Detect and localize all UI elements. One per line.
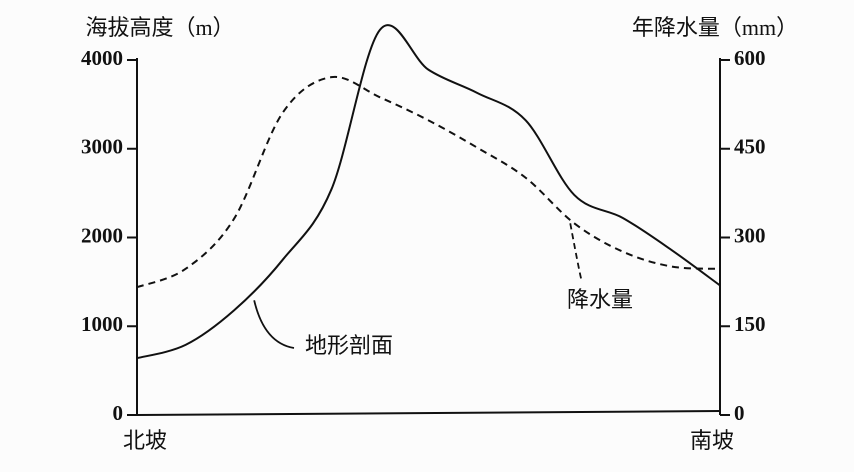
y-tick-label: 1000 [81, 312, 123, 336]
y-axis-title: 海拔高度（m） [85, 15, 234, 40]
y2-tick-label: 150 [734, 312, 766, 336]
series-label: 地形剖面 [305, 333, 393, 358]
y-tick-label: 2000 [81, 223, 123, 247]
series-line [136, 24, 721, 360]
y2-axis-title: 年降水量（mm） [632, 15, 798, 40]
x-axis [136, 410, 721, 416]
x-tick-label: 南坡 [690, 428, 734, 453]
y2-tick-label: 600 [734, 46, 766, 70]
y-tick-label: 0 [113, 401, 124, 425]
y2-tick-label: 0 [734, 401, 745, 425]
y2-tick-label: 450 [734, 135, 766, 159]
annotation-leader [253, 300, 295, 349]
x-tick-label: 北坡 [123, 428, 167, 453]
y-tick-label: 3000 [81, 135, 123, 159]
series-label: 降水量 [567, 287, 633, 312]
y-tick-label: 4000 [81, 46, 123, 70]
series-line [136, 75, 721, 289]
annotation-leader [569, 223, 583, 283]
y2-tick-label: 300 [734, 223, 766, 247]
